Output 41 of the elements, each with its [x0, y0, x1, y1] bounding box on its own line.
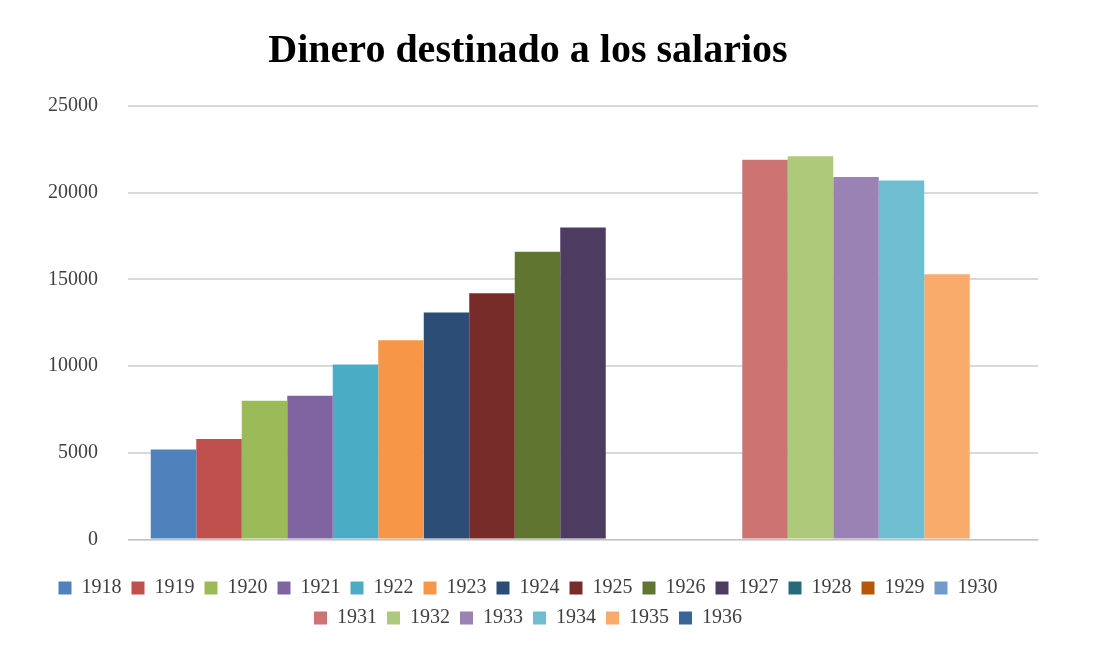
- legend-label: 1919: [154, 575, 195, 598]
- chart-title: Dinero destinado a los salarios: [268, 26, 788, 72]
- y-tick-label: 20000: [48, 179, 98, 202]
- y-tick-label: 25000: [48, 93, 98, 116]
- bar: [378, 340, 424, 539]
- y-tick-label: 10000: [48, 353, 98, 376]
- legend-label: 1930: [957, 575, 998, 598]
- bar: [241, 400, 288, 539]
- legend-label: 1933: [483, 605, 523, 628]
- y-tick-label: 0: [88, 526, 98, 549]
- legend-label: 1925: [592, 575, 633, 598]
- legend-label: 1923: [446, 575, 487, 598]
- legend-label: 1924: [519, 575, 560, 598]
- bar: [787, 156, 834, 539]
- bar: [150, 449, 197, 539]
- legend-label: 1935: [629, 605, 669, 628]
- bar: [878, 180, 925, 539]
- bar: [833, 177, 879, 539]
- legend-label: 1936: [702, 605, 742, 628]
- bar: [196, 439, 242, 539]
- bar: [742, 159, 788, 539]
- y-tick-label: 5000: [58, 440, 98, 463]
- bar: [332, 364, 379, 539]
- legend-label: 1920: [227, 575, 268, 598]
- legend-label: 1918: [81, 575, 122, 598]
- legend-label: 1927: [738, 575, 779, 598]
- legend-label: 1926: [665, 575, 706, 598]
- bar: [287, 395, 333, 539]
- y-tick-label: 15000: [48, 266, 98, 289]
- legend-label: 1921: [300, 575, 341, 598]
- bar: [560, 227, 606, 539]
- legend-label: 1929: [884, 575, 925, 598]
- legend-label: 1932: [410, 605, 450, 628]
- legend-label: 1922: [373, 575, 414, 598]
- bar: [423, 312, 470, 539]
- bar: [514, 251, 561, 539]
- bar: [924, 274, 970, 539]
- legend-label: 1931: [337, 605, 377, 628]
- legend-label: 1934: [556, 605, 596, 628]
- legend-label: 1928: [811, 575, 852, 598]
- bar: [469, 293, 515, 539]
